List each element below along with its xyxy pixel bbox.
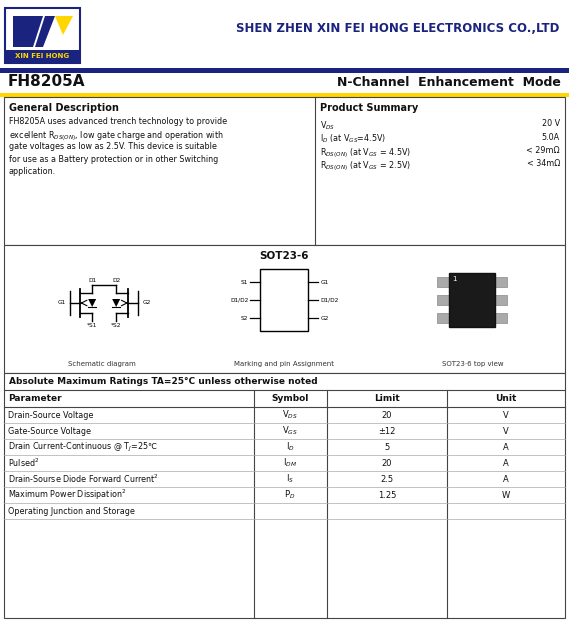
Text: V$_{GS}$: V$_{GS}$ [282,425,298,437]
Text: 5: 5 [384,443,390,451]
Bar [438,295,450,305]
Text: *S2: *S2 [111,323,121,328]
Text: S1: S1 [241,280,249,285]
Text: 1: 1 [452,276,457,282]
Text: Pulsed$^{2}$: Pulsed$^{2}$ [8,457,39,469]
Text: gate voltages as low as 2.5V. This device is suitable: gate voltages as low as 2.5V. This devic… [9,142,217,151]
Text: < 34mΩ: < 34mΩ [527,159,560,169]
Bar [0,93,569,97]
Text: V: V [503,410,509,420]
Text: 1.25: 1.25 [378,490,396,500]
Text: for use as a Battery protection or in other Switching: for use as a Battery protection or in ot… [9,154,218,164]
Text: *S1: *S1 [87,323,97,328]
Text: General Description: General Description [9,103,119,113]
Text: 20: 20 [382,459,392,467]
Text: Parameter: Parameter [8,394,61,403]
Text: R$_{DS(ON)}$ (at V$_{GS}$ = 2.5V): R$_{DS(ON)}$ (at V$_{GS}$ = 2.5V) [320,159,411,174]
Bar [261,269,308,331]
Text: SOT23·6 top view: SOT23·6 top view [442,361,503,367]
Text: 20: 20 [382,410,392,420]
Text: Drain Current-Continuous @ T$_{J}$=25℃: Drain Current-Continuous @ T$_{J}$=25℃ [8,440,158,454]
Text: 20 V: 20 V [542,119,560,128]
Text: FH8205A: FH8205A [8,74,85,89]
Text: excellent R$_{DS(ON)}$, low gate charge and operation with: excellent R$_{DS(ON)}$, low gate charge … [9,130,224,143]
Bar [4,245,565,373]
Text: A: A [503,443,509,451]
Bar [496,295,508,305]
Text: I$_{D}$ (at V$_{GS}$=4.5V): I$_{D}$ (at V$_{GS}$=4.5V) [320,133,386,145]
Text: Schematic diagram: Schematic diagram [68,361,136,367]
Text: Operating Junction and Storage: Operating Junction and Storage [8,507,135,515]
Text: Drain-Sourse Diode Forward Current$^{2}$: Drain-Sourse Diode Forward Current$^{2}$ [8,473,159,485]
Text: Unit: Unit [496,394,517,403]
Text: Symbol: Symbol [271,394,309,403]
Text: V$_{DS}$: V$_{DS}$ [320,119,336,131]
Polygon shape [88,299,96,307]
Text: I$_{S}$: I$_{S}$ [286,472,294,485]
Text: W: W [502,490,510,500]
Text: Product Summary: Product Summary [320,103,419,113]
Text: V$_{DS}$: V$_{DS}$ [282,409,298,421]
Bar [4,373,565,618]
Polygon shape [55,16,73,35]
Text: FH8205A uses advanced trench technology to provide: FH8205A uses advanced trench technology … [9,117,227,126]
Text: A: A [503,474,509,484]
Text: I$_{DM}$: I$_{DM}$ [283,457,297,469]
Text: SHEN ZHEN XIN FEI HONG ELECTRONICS CO.,LTD: SHEN ZHEN XIN FEI HONG ELECTRONICS CO.,L… [236,22,559,35]
Text: 2.5: 2.5 [380,474,393,484]
Bar [5,8,80,63]
Text: G1: G1 [58,301,66,306]
Text: G2: G2 [142,301,151,306]
Text: D1/D2: D1/D2 [230,298,249,303]
Text: Maximum Power Dissipation$^{2}$: Maximum Power Dissipation$^{2}$ [8,488,126,502]
Text: XIN FEI HONG: XIN FEI HONG [15,53,69,60]
Text: D1/D2: D1/D2 [320,298,339,303]
Text: Limit: Limit [374,394,400,403]
Text: Absolute Maximum Ratings TA=25°C unless otherwise noted: Absolute Maximum Ratings TA=25°C unless … [9,377,318,386]
Text: P$_{D}$: P$_{D}$ [284,489,296,501]
Bar [5,50,80,63]
Bar [0,68,569,73]
Polygon shape [112,299,120,307]
Text: ±12: ±12 [378,427,395,435]
Text: application.: application. [9,167,56,176]
Text: A: A [503,459,509,467]
Text: R$_{DS(ON)}$ (at V$_{GS}$ = 4.5V): R$_{DS(ON)}$ (at V$_{GS}$ = 4.5V) [320,146,411,160]
Bar [0,0,569,68]
Polygon shape [13,16,43,47]
Text: Gate-Source Voltage: Gate-Source Voltage [8,427,91,435]
Text: V: V [503,427,509,435]
Polygon shape [35,16,55,47]
Text: Drain-Source Voltage: Drain-Source Voltage [8,410,93,420]
Text: G1: G1 [320,280,329,285]
Text: SOT23-6: SOT23-6 [260,251,309,261]
Bar [438,277,450,287]
Text: N-Channel  Enhancement  Mode: N-Channel Enhancement Mode [337,76,561,89]
Text: G2: G2 [320,316,329,321]
Bar [438,313,450,323]
Text: 5.0A: 5.0A [542,133,560,141]
Bar [496,277,508,287]
Text: D2: D2 [112,278,120,283]
Text: D1: D1 [88,278,96,283]
Bar [450,273,496,327]
Bar [4,97,565,245]
Text: S2: S2 [241,316,249,321]
Bar [496,313,508,323]
Text: I$_{D}$: I$_{D}$ [286,441,295,453]
Text: < 29mΩ: < 29mΩ [526,146,560,155]
Text: Marking and pin Assignment: Marking and pin Assignment [234,361,335,367]
